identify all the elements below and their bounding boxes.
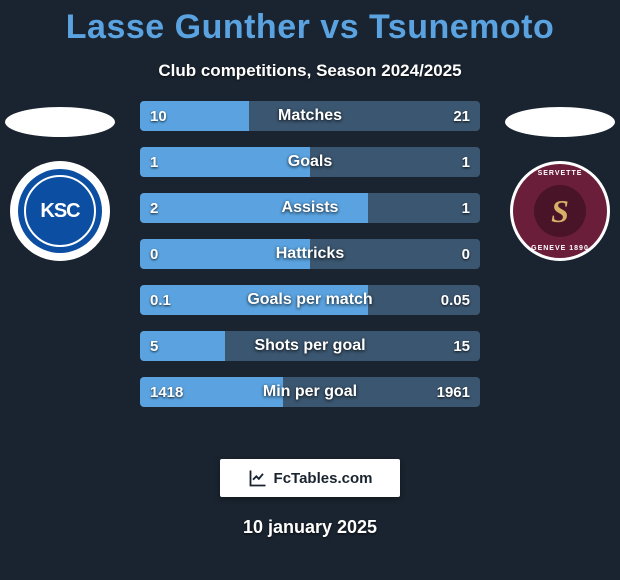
comparison-panel: KSC SERVETTE S GENEVE 1890 1021Matches 11… [0,101,620,441]
stat-row: 21Assists [140,193,480,223]
ksc-badge-text: KSC [40,200,79,223]
site-name: FcTables.com [274,470,373,487]
stat-label: Goals per match [140,291,480,309]
stat-label: Shots per goal [140,337,480,355]
stat-label: Goals [140,153,480,171]
stat-row: 11Goals [140,147,480,177]
stat-row: 0.10.05Goals per match [140,285,480,315]
stat-label: Min per goal [140,383,480,401]
stat-row: 515Shots per goal [140,331,480,361]
stat-label: Assists [140,199,480,217]
ksc-badge-inner: KSC [18,169,102,253]
stat-bars-container: 1021Matches 11Goals 21Assists 00Hattricks 0.… [140,101,480,423]
stat-row: 1021Matches [140,101,480,131]
page-title: Lasse Gunther vs Tsunemoto [0,0,620,47]
site-badge[interactable]: FcTables.com [220,459,400,497]
left-player-column: KSC [0,101,120,401]
servette-center: S [534,185,586,237]
stat-label: Matches [140,107,480,125]
servette-ring-bottom: GENEVE 1890 [531,245,589,252]
date-label: 10 january 2025 [0,517,620,538]
servette-ring-top: SERVETTE [538,170,583,177]
right-player-column: SERVETTE S GENEVE 1890 [500,101,620,401]
club-badge-right: SERVETTE S GENEVE 1890 [510,161,610,261]
player-photo-placeholder-left [5,107,115,137]
subtitle: Club competitions, Season 2024/2025 [0,61,620,81]
chart-icon [248,468,268,488]
stat-row: 14181961Min per goal [140,377,480,407]
stat-label: Hattricks [140,245,480,263]
player-photo-placeholder-right [505,107,615,137]
stat-row: 00Hattricks [140,239,480,269]
club-badge-left: KSC [10,161,110,261]
